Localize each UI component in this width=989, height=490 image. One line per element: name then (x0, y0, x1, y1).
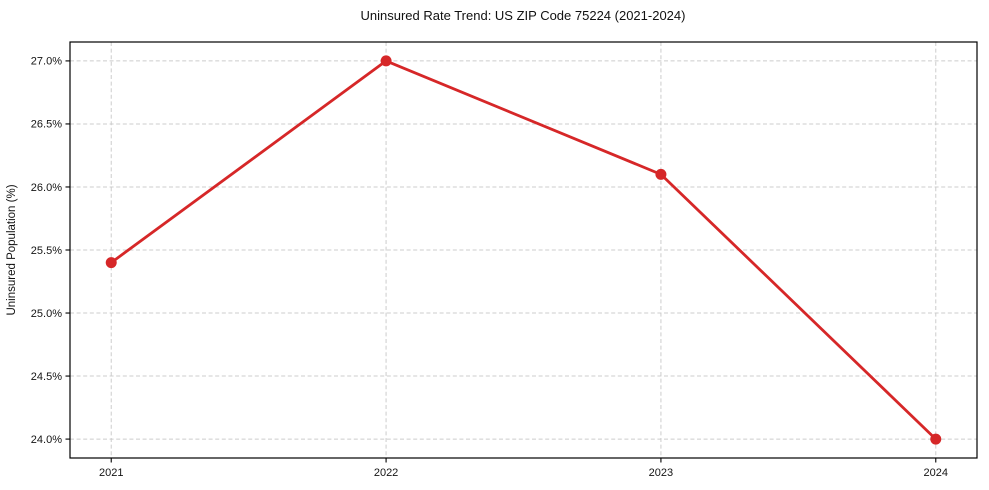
y-tick-label: 25.0% (31, 308, 62, 320)
y-tick-label: 27.0% (31, 56, 62, 68)
plot-area: 24.0% 24.5% 25.0% 25.5% 26.0% 26.5% 27.0% 2021 2… (31, 41, 978, 479)
y-tick-label: 26.0% (31, 182, 62, 194)
data-point (380, 55, 392, 67)
y-tick-label: 25.5% (31, 245, 62, 257)
plot-border (69, 41, 978, 459)
y-tick-label: 24.5% (31, 371, 62, 383)
x-tick-label: 2021 (99, 467, 123, 479)
chart-title: Uninsured Rate Trend: US ZIP Code 75224 … (361, 8, 686, 23)
trend-line (109, 59, 938, 441)
data-point (655, 168, 667, 180)
x-tick-label: 2024 (924, 467, 948, 479)
y-tick-label: 24.0% (31, 434, 62, 446)
data-point (930, 433, 942, 445)
y-tick-label: 26.5% (31, 119, 62, 131)
y-axis-label: Uninsured Population (%) (6, 184, 18, 315)
x-tick-label: 2022 (374, 467, 398, 479)
x-tick-label: 2023 (649, 467, 673, 479)
data-point (105, 257, 117, 269)
